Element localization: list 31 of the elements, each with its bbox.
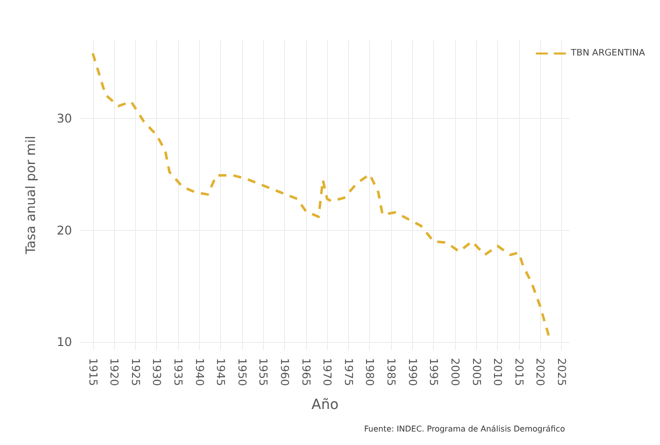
y-tick-label: 10 [56,335,72,350]
x-tick-label: 1930 [150,358,164,386]
x-tick-label: 1935 [172,358,184,386]
x-tick-label: 1945 [214,358,228,386]
x-axis-title: Año [311,397,339,413]
x-tick-label: 1985 [384,358,398,386]
x-tick-label: 1940 [192,358,206,386]
y-axis-title: Tasa anual por mil [24,136,39,256]
x-tick-label: 1950 [235,358,248,386]
legend-label: TBN ARGENTINA [570,48,646,58]
y-tick-label: 20 [56,223,72,238]
y-tick-label: 30 [56,111,72,126]
x-tick-label: 1960 [278,358,292,386]
x-tick-label: 1955 [256,358,270,386]
x-tick-label: 1990 [406,358,419,386]
x-tick-label: 2015 [512,358,526,386]
x-tick-label: 2020 [534,358,547,386]
x-tick-label: 1925 [128,358,142,386]
x-tick-label: 2000 [448,358,462,386]
x-tick-label: 1995 [427,358,440,386]
x-tick-label: 1970 [320,358,334,386]
source-note: Fuente: INDEC. Programa de Análisis Demográfico [364,424,566,434]
line-series [92,52,550,337]
x-tick-label: 1965 [299,358,312,386]
x-tick-label: 1980 [363,358,376,386]
x-tick-label: 2005 [470,358,483,386]
x-tick-label: 1920 [108,358,121,386]
x-tick-label: 1915 [86,358,100,386]
x-tick-label: 1975 [342,358,355,386]
x-tick-label: 2025 [554,358,568,386]
x-tick-label: 2010 [491,358,504,386]
